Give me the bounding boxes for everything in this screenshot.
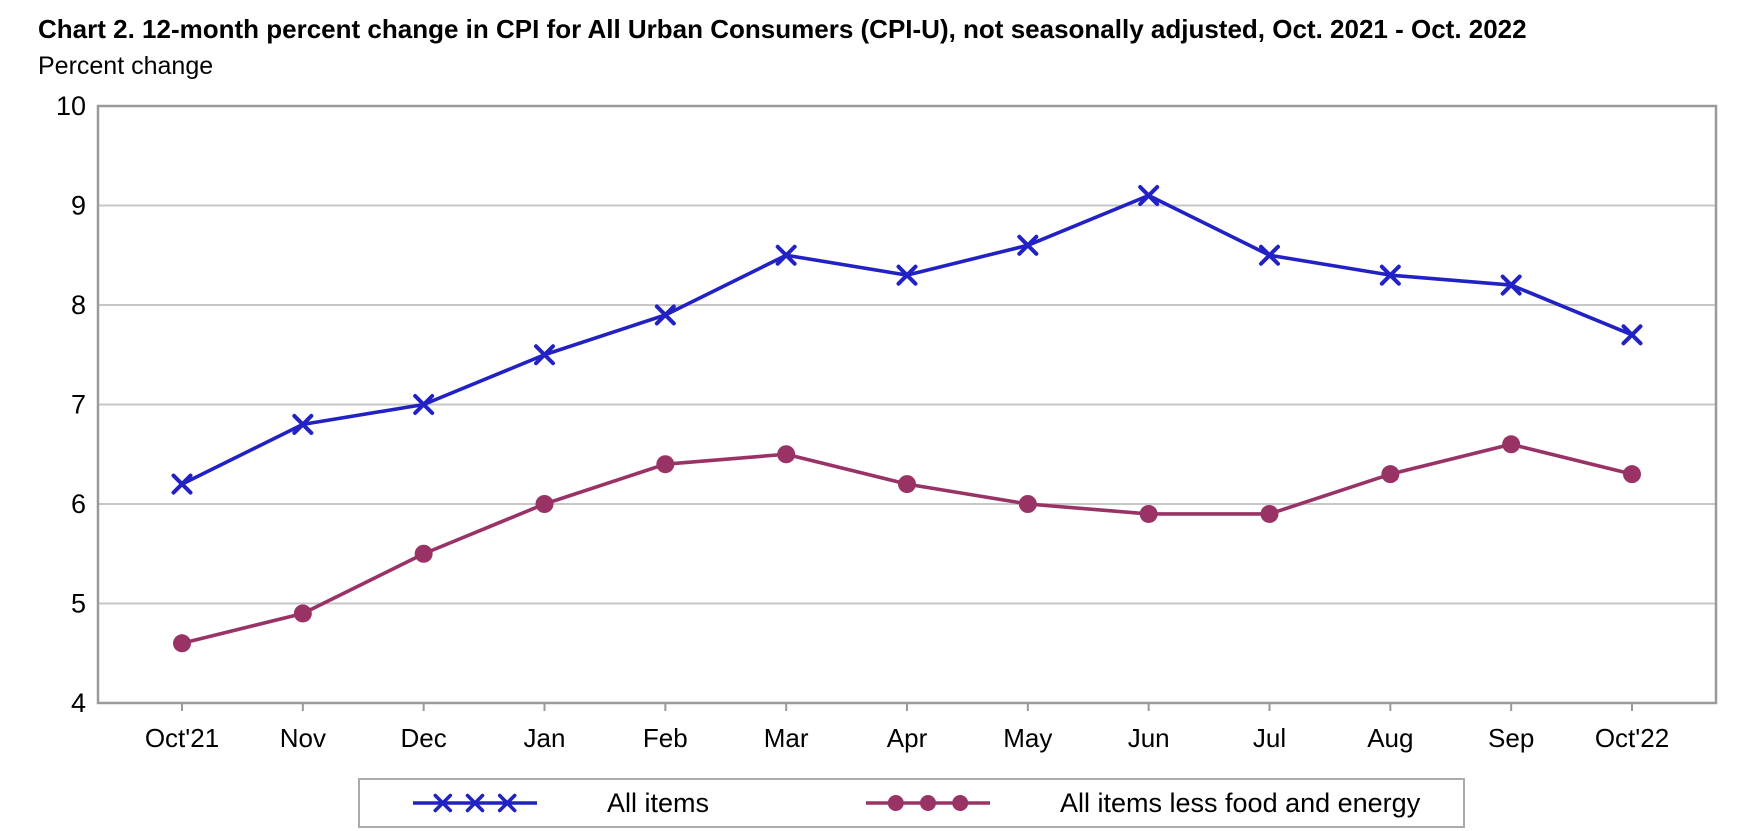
svg-text:Oct'22: Oct'22 <box>1595 723 1669 753</box>
svg-text:Oct'21: Oct'21 <box>145 723 219 753</box>
svg-text:8: 8 <box>71 290 86 320</box>
svg-text:9: 9 <box>71 191 86 221</box>
core-line-sample-icon <box>866 795 990 811</box>
y-axis-title-percent-change: Percent change <box>38 52 214 80</box>
legend-item-core: All items less food and energy <box>858 780 1420 826</box>
svg-text:Aug: Aug <box>1367 723 1413 753</box>
svg-text:10: 10 <box>56 91 86 121</box>
legend: All items All items less food and energy <box>358 778 1465 828</box>
svg-text:4: 4 <box>71 688 86 718</box>
legend-label-all-items: All items <box>607 787 710 818</box>
svg-text:7: 7 <box>71 390 86 420</box>
svg-text:Sep: Sep <box>1488 723 1534 753</box>
svg-text:Nov: Nov <box>280 723 326 753</box>
svg-text:Apr: Apr <box>887 723 928 753</box>
svg-text:Feb: Feb <box>643 723 688 753</box>
svg-text:Dec: Dec <box>401 723 447 753</box>
svg-text:Jan: Jan <box>524 723 566 753</box>
legend-item-all-items: All items <box>405 780 709 826</box>
svg-text:May: May <box>1003 723 1052 753</box>
svg-text:6: 6 <box>71 489 86 519</box>
svg-text:5: 5 <box>71 589 86 619</box>
svg-text:Mar: Mar <box>764 723 809 753</box>
cpi-line-chart: 4 5 6 7 8 9 10 Oct'21 Nov Dec Jan Feb Mar Apr May Jun Ju… <box>56 91 1718 753</box>
svg-text:Jun: Jun <box>1128 723 1170 753</box>
legend-label-core: All items less food and energy <box>1060 787 1421 818</box>
chart-title: Chart 2. 12-month percent change in CPI … <box>38 14 1527 44</box>
all-items-line-sample-icon <box>413 793 537 813</box>
svg-text:Jul: Jul <box>1253 723 1286 753</box>
